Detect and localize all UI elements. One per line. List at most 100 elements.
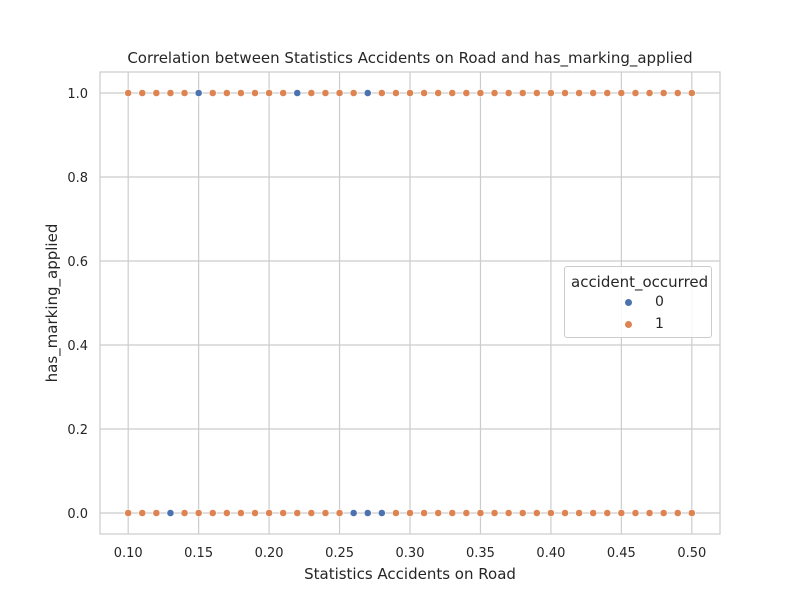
data-point-series-1 — [152, 89, 161, 97]
data-point-series-1 — [603, 89, 612, 97]
data-point-series-1 — [152, 509, 161, 517]
data-point-series-1 — [532, 89, 541, 97]
data-point-series-1 — [687, 89, 696, 97]
y-tick-label: 0.2 — [67, 423, 88, 438]
data-point-series-1 — [237, 89, 245, 97]
legend: accident_occurred 0 1 — [564, 266, 712, 338]
data-point-series-1 — [575, 509, 583, 517]
y-tick-label: 0.8 — [67, 171, 88, 186]
data-point-series-1 — [589, 509, 598, 517]
legend-title: accident_occurred — [571, 273, 709, 291]
data-point-series-1 — [406, 509, 414, 517]
legend-item-0: 0 — [565, 293, 713, 313]
plot-area-frame — [99, 71, 721, 535]
data-point-series-1 — [547, 509, 555, 517]
chart-title: Correlation between Statistics Accidents… — [127, 49, 692, 68]
data-point-series-1 — [251, 509, 259, 517]
data-point-series-1 — [392, 89, 400, 97]
data-point-series-1 — [307, 89, 316, 97]
x-tick-label: 0.10 — [114, 546, 143, 561]
data-point-series-0 — [194, 89, 203, 97]
data-point-series-1 — [307, 509, 316, 517]
data-point-series-1 — [673, 509, 682, 517]
y-tick-label: 0.4 — [67, 339, 88, 354]
data-point-series-1 — [293, 509, 302, 517]
data-point-series-1 — [434, 89, 443, 97]
data-point-series-1 — [406, 89, 414, 97]
data-point-series-1 — [321, 509, 330, 517]
legend-item-1: 1 — [565, 315, 713, 335]
data-point-series-1 — [561, 509, 569, 517]
data-point-series-1 — [617, 89, 626, 97]
data-point-series-1 — [138, 89, 147, 97]
data-point-series-1 — [222, 509, 231, 517]
data-point-series-1 — [265, 89, 273, 97]
y-tick-label: 1.0 — [67, 87, 88, 102]
legend-label-0: 0 — [655, 294, 664, 310]
data-point-series-1 — [617, 509, 626, 517]
x-tick-label: 0.25 — [325, 546, 354, 561]
x-tick-label: 0.35 — [466, 546, 495, 561]
x-tick-label: 0.50 — [677, 546, 706, 561]
data-point-series-1 — [518, 509, 527, 517]
data-point-series-1 — [659, 509, 668, 517]
data-point-series-1 — [124, 509, 133, 517]
data-point-series-1 — [673, 89, 682, 97]
data-point-series-1 — [476, 509, 485, 517]
data-point-series-1 — [208, 509, 217, 517]
data-point-series-1 — [490, 509, 499, 517]
data-point-series-1 — [265, 509, 273, 517]
x-tick-label: 0.30 — [396, 546, 425, 561]
data-point-series-1 — [659, 89, 668, 97]
legend-label-1: 1 — [655, 316, 664, 332]
data-point-series-1 — [208, 89, 217, 97]
data-point-series-1 — [462, 509, 471, 517]
data-point-series-0 — [363, 89, 372, 97]
data-point-series-1 — [561, 89, 569, 97]
data-point-series-1 — [138, 509, 147, 517]
data-point-series-1 — [251, 89, 259, 97]
data-point-series-1 — [547, 89, 555, 97]
legend-marker-0 — [625, 299, 632, 306]
data-point-series-1 — [180, 89, 189, 97]
y-tick-label: 0.0 — [67, 507, 88, 522]
data-point-series-0 — [166, 509, 175, 517]
y-axis-label: has_marking_applied — [43, 224, 62, 383]
data-point-series-1 — [603, 509, 612, 517]
y-tick-label: 0.6 — [67, 255, 88, 270]
data-point-series-1 — [377, 89, 386, 97]
data-point-series-1 — [180, 509, 189, 517]
data-point-series-1 — [532, 509, 541, 517]
data-point-series-0 — [349, 509, 358, 517]
data-point-series-1 — [420, 509, 428, 517]
data-point-series-1 — [222, 89, 231, 97]
x-tick-label: 0.45 — [607, 546, 636, 561]
data-point-series-1 — [589, 89, 598, 97]
data-point-series-1 — [434, 509, 443, 517]
data-point-series-1 — [476, 89, 485, 97]
data-point-series-1 — [335, 509, 344, 517]
data-point-series-1 — [518, 89, 527, 97]
data-point-series-1 — [575, 89, 583, 97]
data-point-series-1 — [687, 509, 696, 517]
data-point-series-1 — [631, 509, 640, 517]
x-tick-label: 0.40 — [536, 546, 565, 561]
x-axis-label: Statistics Accidents on Road — [304, 565, 516, 583]
legend-marker-1 — [625, 321, 632, 328]
data-point-series-1 — [645, 509, 654, 517]
data-point-series-0 — [377, 509, 386, 517]
data-point-series-1 — [462, 89, 471, 97]
data-point-series-1 — [124, 89, 133, 97]
data-point-series-1 — [194, 509, 203, 517]
x-tick-labels: 0.10 0.15 0.20 0.25 0.30 0.35 0.40 0.45 0.50 — [114, 546, 707, 561]
data-point-series-1 — [631, 89, 640, 97]
data-point-series-1 — [504, 509, 513, 517]
data-point-series-1 — [645, 89, 654, 97]
data-point-series-1 — [392, 509, 400, 517]
data-point-series-0 — [293, 89, 302, 97]
data-point-series-1 — [237, 509, 245, 517]
data-points — [124, 89, 696, 517]
data-point-series-1 — [279, 89, 288, 97]
data-point-series-1 — [279, 509, 288, 517]
x-tick-label: 0.20 — [255, 546, 284, 561]
